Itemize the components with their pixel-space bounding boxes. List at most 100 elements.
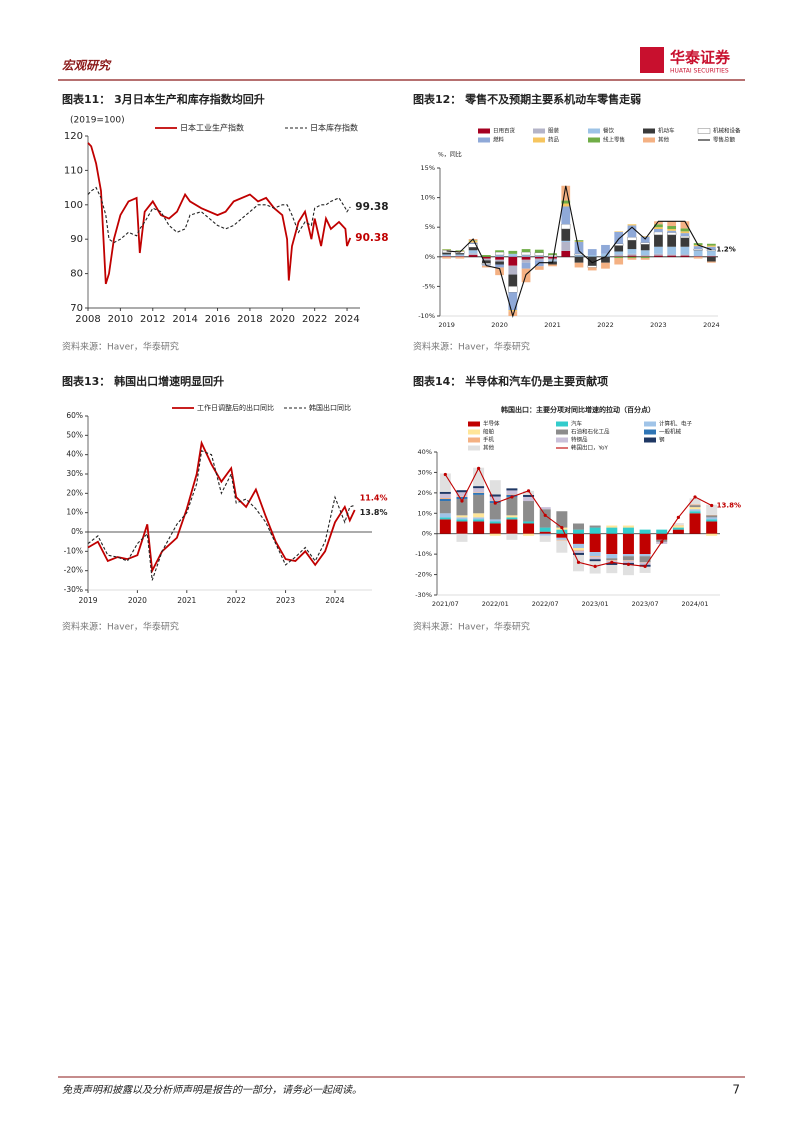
bar-segment [535,253,544,256]
bar-segment [694,250,703,256]
bar-segment [667,231,676,233]
bar-segment [573,534,584,544]
y-tick-label: 0% [425,253,435,261]
legend-label: 其他 [658,136,670,144]
bar-segment [482,263,491,264]
legend-label: 韩国出口，YoY [571,444,608,452]
end-label: 11.4% [360,493,388,502]
bar-segment [506,515,517,517]
bar-segment [495,250,504,252]
legend-label: 日用百货 [493,127,516,135]
bar-segment [656,530,667,534]
bar-segment [440,498,451,499]
x-tick-label: 2021 [177,596,196,605]
x-tick-label: 2023 [650,321,667,329]
bar-segment [673,526,684,528]
bar-segment [623,556,634,560]
bar-segment [640,554,651,556]
line-marker [610,561,613,564]
bar-segment [690,505,701,507]
bar-segment [440,517,451,519]
bar-segment [667,256,676,257]
bar-segment [628,224,637,225]
x-tick-label: 2022/07 [532,600,559,608]
bar-segment [623,565,634,575]
line-marker [527,489,530,492]
bar-segment [561,251,570,257]
bar-segment [614,232,623,244]
bar-segment [522,260,531,263]
bar-segment [628,254,637,256]
x-tick-label: 2022 [597,321,614,329]
end-label: 13.8% [717,502,741,510]
bar-segment [456,496,467,497]
bar-segment [590,526,601,528]
legend-label: 工作日调整后的出口同比 [197,403,274,412]
x-tick-label: 2022 [227,596,246,605]
legend-label: 韩国出口同比 [309,403,351,412]
bar-segment [456,519,467,521]
bar-segment [442,250,451,251]
legend-label: 日本库存指数 [310,123,358,133]
bar-segment [641,257,650,258]
bar-segment [590,559,601,561]
bar-segment [469,247,478,250]
bar-segment [614,257,623,258]
bar-segment [495,255,504,257]
bar-segment [523,501,534,521]
bar-segment [690,509,701,511]
bar-segment [606,526,617,528]
bar-segment [590,557,601,559]
y-tick-label: 110 [64,165,83,176]
bar-segment [540,534,551,536]
bar-segment [455,250,464,251]
x-tick-label: 2022 [302,314,327,325]
bar-segment [640,530,651,534]
bar-segment [667,226,676,229]
line-marker [460,499,463,502]
bar-segment [707,246,716,247]
bar-segment [641,256,650,257]
bar-segment [654,254,663,256]
bar-segment [473,488,484,492]
bar-segment [588,255,597,257]
y-tick-label: 10% [418,509,432,517]
x-tick-label: 2023 [276,596,295,605]
bar-segment [573,548,584,550]
bar-segment [495,257,504,260]
y-tick-label: 70 [70,303,83,314]
legend-swatch [644,438,656,443]
bar-segment [690,507,701,509]
x-tick-label: 2021 [544,321,561,329]
chart-title: 图表13： 韩国出口增速明显回升 [62,374,224,388]
bar-segment [575,255,584,257]
series-line [88,451,355,581]
bar-segment [522,257,531,260]
y-tick-label: 30% [66,469,83,478]
y-tick-label: -10% [415,550,432,558]
x-tick-label: 2019 [438,321,455,329]
bar-segment [681,254,690,255]
bar-segment [455,254,464,256]
bar-segment [628,258,637,260]
y-tick-label: 80 [70,269,83,280]
bar-segment [575,242,584,254]
disclaimer: 免责声明和披露以及分析师声明是报告的一部分，请务必一起阅读。 [62,1084,362,1096]
bar-segment [606,528,617,534]
bar-segment [506,497,517,515]
bar-segment [506,517,517,519]
bar-segment [601,263,610,269]
bar-segment [654,227,663,229]
bar-segment [508,257,517,266]
bar-segment [442,256,451,257]
bar-segment [706,515,717,517]
y-tick-label: 0% [422,530,432,538]
legend-swatch [478,138,490,143]
bar-segment [473,517,484,519]
bar-segment [681,236,690,238]
bar-segment [535,259,544,261]
bar-segment [614,251,623,254]
bar-segment [707,257,716,262]
bar-segment [540,536,551,542]
bar-segment [490,497,501,501]
